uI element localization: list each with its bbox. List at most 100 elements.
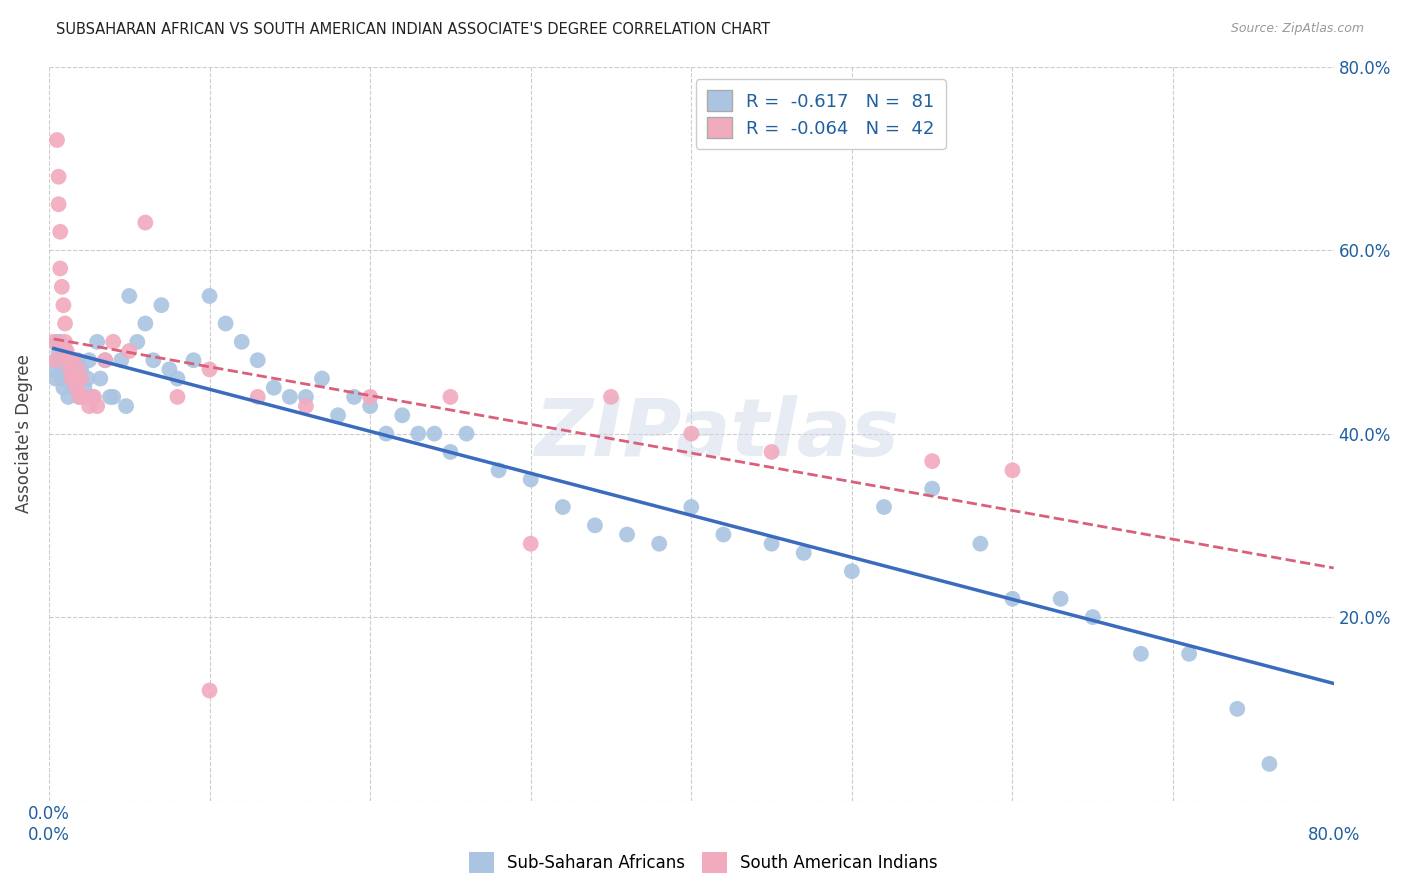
Point — [1081, 610, 1104, 624]
Legend: R =  -0.617   N =  81, R =  -0.064   N =  42: R = -0.617 N = 81, R = -0.064 N = 42 — [696, 79, 946, 149]
Point — [53, 334, 76, 349]
Point — [98, 390, 121, 404]
Point — [48, 344, 70, 359]
Point — [1226, 702, 1249, 716]
Point — [1001, 463, 1024, 477]
Point — [921, 482, 943, 496]
Point — [70, 362, 93, 376]
Point — [52, 298, 75, 312]
Point — [53, 362, 76, 376]
Point — [48, 169, 70, 184]
Point — [439, 445, 461, 459]
Text: Source: ZipAtlas.com: Source: ZipAtlas.com — [1230, 22, 1364, 36]
Point — [60, 371, 83, 385]
Point — [681, 426, 703, 441]
Point — [66, 362, 89, 376]
Point — [83, 390, 105, 404]
Point — [51, 353, 73, 368]
Point — [63, 371, 86, 385]
Point — [53, 344, 76, 359]
Point — [73, 390, 96, 404]
Point — [94, 353, 117, 368]
Point — [52, 381, 75, 395]
Text: ZIPatlas: ZIPatlas — [534, 394, 900, 473]
Point — [62, 353, 84, 368]
Point — [134, 317, 156, 331]
Point — [439, 390, 461, 404]
Point — [793, 546, 815, 560]
Point — [456, 426, 478, 441]
Point — [65, 371, 87, 385]
Point — [423, 426, 446, 441]
Point — [157, 362, 180, 376]
Point — [1049, 591, 1071, 606]
Point — [42, 334, 65, 349]
Point — [198, 362, 221, 376]
Point — [150, 298, 173, 312]
Point — [51, 371, 73, 385]
Point — [263, 381, 285, 395]
Point — [166, 390, 188, 404]
Point — [58, 390, 80, 404]
Point — [58, 353, 80, 368]
Point — [231, 334, 253, 349]
Point — [295, 390, 318, 404]
Point — [48, 197, 70, 211]
Point — [311, 371, 333, 385]
Point — [375, 426, 398, 441]
Point — [551, 500, 574, 514]
Point — [488, 463, 510, 477]
Point — [1258, 756, 1281, 771]
Point — [73, 381, 96, 395]
Point — [89, 371, 111, 385]
Legend: Sub-Saharan Africans, South American Indians: Sub-Saharan Africans, South American Ind… — [461, 846, 945, 880]
Point — [82, 390, 104, 404]
Point — [408, 426, 430, 441]
Point — [519, 537, 541, 551]
Point — [110, 353, 132, 368]
Point — [70, 371, 93, 385]
Point — [49, 362, 72, 376]
Point — [86, 399, 108, 413]
Point — [761, 537, 783, 551]
Point — [921, 454, 943, 468]
Point — [713, 527, 735, 541]
Point — [46, 334, 69, 349]
Text: SUBSAHARAN AFRICAN VS SOUTH AMERICAN INDIAN ASSOCIATE'S DEGREE CORRELATION CHART: SUBSAHARAN AFRICAN VS SOUTH AMERICAN IND… — [56, 22, 770, 37]
Point — [46, 353, 69, 368]
Point — [761, 445, 783, 459]
Point — [53, 317, 76, 331]
Point — [55, 371, 77, 385]
Point — [76, 371, 98, 385]
Point — [118, 344, 141, 359]
Point — [66, 353, 89, 368]
Point — [343, 390, 366, 404]
Point — [44, 353, 66, 368]
Point — [60, 362, 83, 376]
Point — [519, 473, 541, 487]
Point — [49, 334, 72, 349]
Point — [49, 225, 72, 239]
Point — [127, 334, 149, 349]
Point — [246, 390, 269, 404]
Point — [62, 381, 84, 395]
Point — [873, 500, 896, 514]
Point — [44, 371, 66, 385]
Point — [648, 537, 671, 551]
Point — [94, 353, 117, 368]
Point — [115, 399, 138, 413]
Point — [55, 344, 77, 359]
Point — [103, 334, 125, 349]
Text: 80.0%: 80.0% — [1308, 826, 1360, 844]
Point — [1178, 647, 1201, 661]
Point — [295, 399, 318, 413]
Point — [62, 353, 84, 368]
Point — [118, 289, 141, 303]
Point — [49, 261, 72, 276]
Y-axis label: Associate's Degree: Associate's Degree — [15, 354, 32, 513]
Point — [77, 353, 100, 368]
Point — [198, 683, 221, 698]
Point — [359, 390, 381, 404]
Point — [69, 390, 91, 404]
Point — [616, 527, 638, 541]
